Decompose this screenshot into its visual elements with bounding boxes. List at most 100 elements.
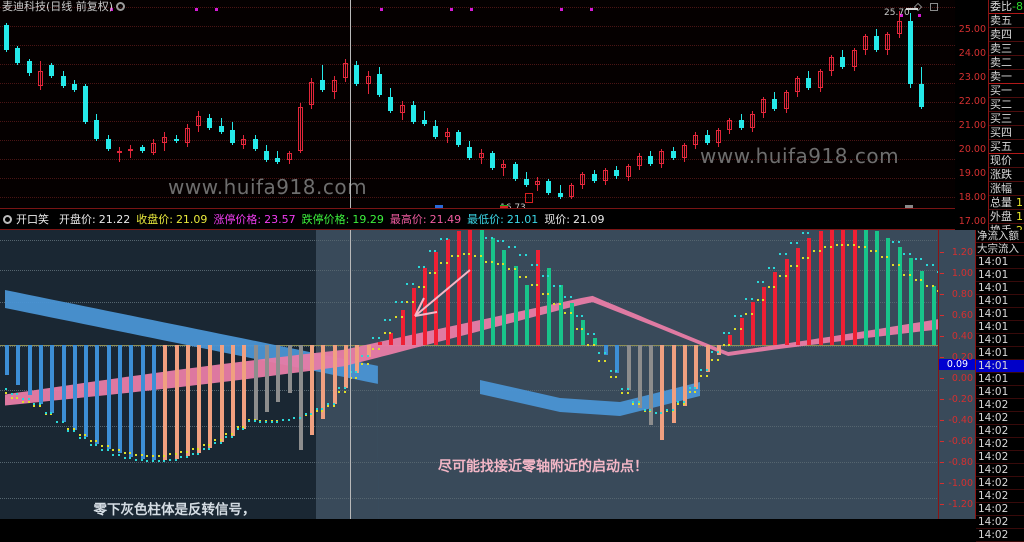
order-book-panel[interactable]: 委比-8卖五卖四卖三卖二卖一买一买二买三买四买五现价涨跌涨幅总量1外盘1换手2净… — [988, 0, 1024, 280]
candle-body — [693, 134, 699, 145]
histogram-bar — [728, 335, 733, 345]
histogram-bar — [457, 230, 461, 345]
order-book-row[interactable]: 现价 — [989, 154, 1024, 168]
tick-row[interactable]: 14:01 — [976, 308, 1024, 321]
candle-body — [173, 138, 179, 141]
tick-row[interactable]: 14:01 — [976, 256, 1024, 269]
indicator-axis-label: 0.80 — [951, 289, 973, 300]
tick-row[interactable]: 14:02 — [976, 412, 1024, 425]
tick-row[interactable]: 14:02 — [976, 529, 1024, 542]
indicator-pane[interactable]: 零下灰色柱体是反转信号， 但不排除失败！ 比如这里 尽可能找接近零轴附近的启动点… — [0, 230, 955, 519]
candle-body — [128, 149, 134, 152]
tick-time-panel[interactable]: 净流入额 大宗流入 14:01 14:01 14:01 14:01 14:01 14:01 14… — [975, 230, 1024, 542]
order-book-row[interactable]: 卖四 — [989, 28, 1024, 42]
tick-row[interactable]: 14:02 — [976, 451, 1024, 464]
tick-row[interactable]: 14:02 — [976, 399, 1024, 412]
price-chart-pane[interactable]: 麦迪科技(日线 前复权) 25.70 16.73 www.huifa918.co… — [0, 0, 955, 208]
candlestick — [230, 0, 235, 208]
histogram-bar — [807, 238, 812, 345]
tick-row[interactable]: 14:01 — [976, 347, 1024, 360]
order-book-row[interactable]: 委比 -8 — [989, 0, 1024, 14]
tick-row[interactable]: 14:01 — [976, 373, 1024, 386]
candlestick — [343, 0, 348, 208]
candlestick — [501, 0, 507, 208]
info-field-key: 开盘价: — [59, 213, 96, 226]
candlestick — [139, 0, 145, 208]
tick-row[interactable]: 14:01 — [976, 386, 1024, 399]
order-book-row[interactable]: 总量 1 — [989, 196, 1024, 210]
histogram-bar — [547, 267, 552, 345]
tick-row[interactable]: 14:02 — [976, 425, 1024, 438]
info-field-value: 21.09 — [573, 213, 605, 226]
order-book-label: 现价 — [990, 154, 1012, 167]
order-book-row[interactable]: 卖五 — [989, 14, 1024, 28]
candlestick — [388, 0, 394, 208]
order-book-row[interactable]: 涨跌 — [989, 168, 1024, 182]
order-book-row[interactable]: 卖三 — [989, 42, 1024, 56]
tick-row[interactable]: 14:02 — [976, 490, 1024, 503]
histogram-bar — [626, 345, 631, 390]
order-book-row[interactable]: 买二 — [989, 98, 1024, 112]
tick-row[interactable]: 14:01 — [976, 321, 1024, 334]
tick-row[interactable]: 14:02 — [976, 464, 1024, 477]
candlestick — [263, 0, 269, 208]
candle-wick — [864, 33, 866, 55]
square-icon[interactable] — [930, 3, 938, 11]
tick-row[interactable]: 14:02 — [976, 503, 1024, 516]
settings-gear-icon[interactable] — [3, 214, 12, 224]
candle-wick — [729, 117, 731, 135]
order-book-row[interactable]: 买一 — [989, 84, 1024, 98]
order-book-row[interactable]: 卖二 — [989, 56, 1024, 70]
order-book-value: 1 — [1016, 196, 1023, 209]
tick-row[interactable]: 14:02 — [976, 438, 1024, 451]
candlestick — [602, 0, 608, 208]
candlestick — [150, 0, 156, 208]
histogram-bar — [909, 258, 913, 345]
histogram-bar — [897, 247, 902, 345]
candle-body — [828, 56, 834, 72]
candle-body — [591, 174, 597, 181]
candle-wick — [853, 48, 855, 72]
candle-body — [26, 60, 32, 74]
tick-row[interactable]: 14:01 — [976, 269, 1024, 282]
candlestick — [275, 0, 281, 208]
candle-body — [456, 132, 461, 145]
annotation-left: 零下灰色柱体是反转信号， 但不排除失败！ 比如这里 — [93, 502, 256, 519]
tick-row[interactable]: 14:01 — [976, 295, 1024, 308]
candle-body — [682, 145, 687, 158]
candlestick — [659, 0, 665, 208]
candle-body — [783, 92, 789, 110]
info-field-key: 最低价: — [467, 213, 504, 226]
order-book-row[interactable]: 卖一 — [989, 70, 1024, 84]
histogram-bar — [5, 345, 9, 375]
candle-body — [501, 163, 507, 169]
tick-row[interactable]: 14:01 — [976, 334, 1024, 347]
price-axis-label: 19.00 — [958, 168, 986, 179]
candle-wick — [119, 147, 120, 162]
gear-icon[interactable] — [116, 2, 126, 11]
tick-row[interactable]: 14:02 — [976, 516, 1024, 529]
candle-wick — [604, 168, 606, 185]
indicator-axis-label: -0.80 — [948, 457, 973, 468]
tick-row[interactable]: 14:02 — [976, 477, 1024, 490]
candle-wick — [288, 151, 290, 164]
indicator-axis-label: -0.40 — [948, 415, 973, 426]
tick-row[interactable]: 14:01 — [976, 360, 1024, 373]
histogram-bar — [38, 345, 43, 405]
order-book-row[interactable]: 涨幅 — [989, 182, 1024, 196]
candle-body — [546, 180, 552, 194]
histogram-bar — [16, 345, 21, 385]
candlestick — [218, 0, 224, 208]
tick-row[interactable]: 14:01 — [976, 282, 1024, 295]
order-book-row[interactable]: 买五 — [989, 140, 1024, 154]
indicator-info-bar[interactable]: 开口笑 开盘价: 21.22 收盘价: 21.09 涨停价格: 23.57 跌停价格: 19.… — [0, 208, 955, 230]
order-book-row[interactable]: 买三 — [989, 112, 1024, 126]
high-marker-line — [906, 8, 918, 10]
candlestick — [761, 0, 767, 208]
order-book-row[interactable]: 外盘 1 — [989, 210, 1024, 224]
order-book-row[interactable]: 买四 — [989, 126, 1024, 140]
candle-wick — [311, 77, 313, 110]
candlestick — [580, 0, 586, 208]
candle-body — [410, 105, 416, 122]
candlestick — [851, 0, 857, 208]
